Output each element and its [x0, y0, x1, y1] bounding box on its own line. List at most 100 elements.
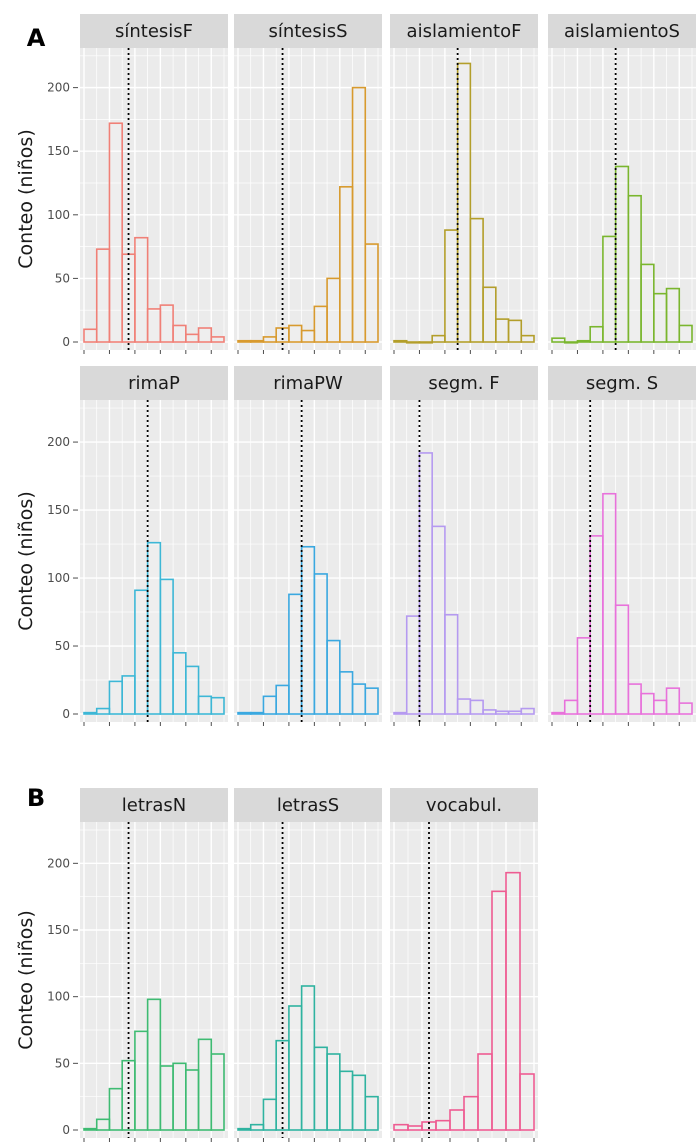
histogram-bar	[602, 492, 617, 715]
histogram-bar	[665, 287, 681, 343]
histogram-bar	[300, 985, 316, 1131]
histogram-bar	[108, 1087, 123, 1131]
histogram-bar	[653, 699, 668, 715]
facet-strip	[390, 788, 538, 822]
facet-title: rimaP	[128, 373, 180, 394]
histogram-bar	[237, 711, 252, 715]
y-tick-label: 150	[47, 503, 70, 517]
histogram-bar	[288, 324, 303, 343]
histogram-bar	[482, 709, 497, 715]
facet-strip	[234, 788, 382, 822]
histogram-bar	[300, 545, 316, 715]
plot-background	[234, 48, 382, 350]
histogram-bar	[313, 1046, 328, 1131]
histogram-bar	[134, 236, 149, 343]
histogram-bar	[405, 615, 421, 715]
histogram-bar	[653, 292, 668, 343]
histogram-bar	[435, 1119, 451, 1131]
histogram-bar	[83, 1127, 98, 1131]
histogram-bar	[589, 535, 604, 715]
histogram-bar	[463, 1095, 479, 1131]
y-tick-label: 200	[47, 81, 70, 95]
histogram-bar	[405, 341, 421, 344]
histogram-bar	[469, 699, 484, 715]
histogram-bar	[210, 336, 225, 343]
histogram-bar	[275, 684, 290, 715]
histogram-bar	[313, 305, 328, 343]
histogram-bar	[275, 1039, 290, 1131]
facet-strip	[390, 366, 538, 400]
panel-s-ntesisf: síntesisF	[80, 14, 228, 354]
histogram-bar	[146, 998, 162, 1131]
facet-title: rimaPW	[273, 373, 343, 394]
histogram-bar	[146, 308, 162, 343]
histogram-bar	[520, 707, 535, 715]
histogram-bar	[95, 1118, 111, 1131]
histogram-bar	[185, 1069, 200, 1131]
histogram-bar	[449, 1109, 465, 1131]
panel-segm-f: segm. F	[390, 366, 538, 726]
section-label-B: B	[27, 784, 45, 812]
histogram-bar	[640, 692, 655, 715]
histogram-bar	[249, 339, 265, 343]
facet-strip	[548, 366, 696, 400]
histogram-bar	[108, 122, 123, 343]
facet-title: vocabul.	[426, 795, 502, 816]
plot-background	[80, 400, 228, 722]
histogram-bar	[614, 604, 630, 715]
facet-title: aislamientoF	[407, 21, 522, 42]
facet-row-3: B Conteo (niños) 0 50 100 150 200 letrasN letras…	[15, 784, 538, 1142]
histogram-bar	[339, 1070, 354, 1131]
histogram-bar	[469, 217, 484, 343]
histogram-bar	[507, 710, 523, 715]
histogram-bar	[431, 334, 446, 343]
histogram-bar	[495, 318, 510, 343]
histogram-bar	[83, 711, 98, 715]
histogram-bar	[172, 652, 187, 715]
histogram-bar	[563, 699, 579, 715]
facet-strip	[80, 788, 228, 822]
histogram-bar	[288, 593, 303, 715]
histogram-bar	[520, 334, 535, 343]
histogram-bar	[95, 248, 111, 343]
histogram-bar	[551, 711, 566, 715]
plot-background	[234, 400, 382, 722]
histogram-bar	[477, 1053, 493, 1131]
facet-strip	[80, 366, 228, 400]
histogram-bar	[185, 665, 200, 715]
histogram-bar	[300, 329, 316, 343]
histogram-bar	[210, 696, 225, 715]
histogram-bar	[351, 1074, 367, 1131]
histogram-bar	[134, 1030, 149, 1131]
section-label-A: A	[27, 24, 46, 52]
histogram-bar	[237, 1127, 252, 1131]
histogram-bar	[614, 165, 630, 343]
panel-s-ntesiss: síntesisS	[234, 14, 382, 354]
histogram-bar	[197, 327, 213, 343]
histogram-bar	[237, 339, 252, 343]
plot-background	[548, 400, 696, 722]
y-tick-label: 100	[47, 571, 70, 585]
histogram-bar	[326, 1053, 341, 1131]
histogram-bar	[505, 871, 521, 1131]
histogram-bar	[444, 613, 459, 715]
facet-strip	[234, 14, 382, 48]
plot-background	[390, 48, 538, 350]
facet-title: letrasS	[277, 795, 339, 816]
panel-aislamientos: aislamientoS	[548, 14, 696, 354]
histogram-bar	[121, 675, 136, 715]
histogram-bar	[83, 328, 98, 343]
histogram-bar	[393, 1123, 409, 1131]
histogram-bar	[393, 339, 408, 343]
histogram-bar	[172, 1062, 187, 1131]
histogram-bar	[262, 695, 277, 715]
histogram-bar	[407, 1125, 423, 1131]
y-tick-label: 0	[62, 707, 70, 721]
histogram-bar	[326, 639, 341, 715]
histogram-bar	[456, 62, 472, 343]
histogram-bar	[249, 1123, 265, 1131]
facet-title: letrasN	[122, 795, 186, 816]
facet-strip	[390, 14, 538, 48]
facet-row-2: Conteo (niños) 0 50 100 150 200 rimaP rimaPW seg…	[15, 366, 696, 726]
histogram-bar	[262, 1098, 277, 1131]
